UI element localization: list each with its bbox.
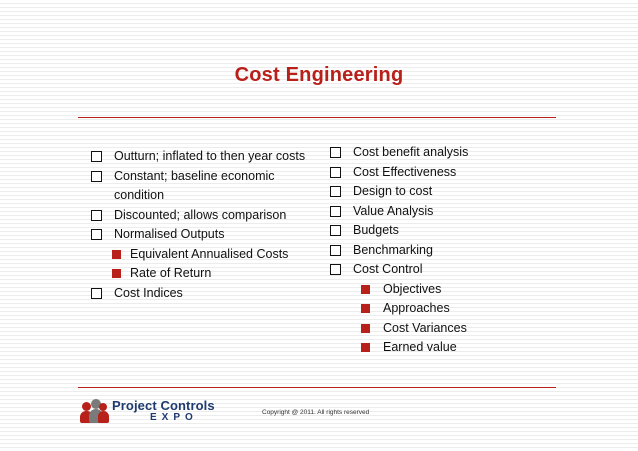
checkbox-bullet-icon bbox=[91, 287, 102, 299]
logo-subtitle: EXPO bbox=[150, 412, 198, 423]
sub-bullet-item: Equivalent Annualised Costs bbox=[90, 245, 322, 265]
checkbox-bullet-icon bbox=[330, 147, 341, 158]
bullet-text: Discounted; allows comparison bbox=[114, 207, 287, 222]
logo-person-icon bbox=[82, 402, 91, 411]
sub-bullet-item: Earned value bbox=[329, 338, 569, 358]
bullet-text: Constant; baseline economic condition bbox=[114, 168, 275, 203]
right-bullet-list: Cost benefit analysis Cost Effectiveness D… bbox=[329, 143, 569, 358]
slide-title: Cost Engineering bbox=[234, 64, 404, 86]
bullet-text: Budgets bbox=[353, 223, 399, 237]
square-bullet-icon bbox=[112, 249, 121, 259]
logo-person-body bbox=[98, 411, 109, 423]
bullet-text: Cost Indices bbox=[114, 285, 183, 300]
checkbox-bullet-icon bbox=[330, 225, 341, 236]
sub-bullet-item: Approaches bbox=[329, 299, 569, 319]
checkbox-bullet-icon bbox=[330, 186, 341, 197]
bullet-item: Benchmarking bbox=[329, 241, 569, 261]
bullet-item: Value Analysis bbox=[329, 202, 569, 222]
bullet-item: Normalised Outputs bbox=[90, 225, 322, 245]
sub-bullet-text: Objectives bbox=[383, 281, 442, 296]
checkbox-bullet-icon bbox=[330, 166, 341, 178]
bullet-item: Cost Effectiveness bbox=[329, 163, 569, 183]
square-bullet-icon bbox=[361, 343, 370, 352]
checkbox-bullet-icon bbox=[91, 170, 102, 182]
bullet-item: Cost Control bbox=[329, 260, 569, 280]
checkbox-bullet-icon bbox=[330, 264, 341, 275]
square-bullet-icon bbox=[361, 304, 370, 313]
logo-person-icon bbox=[99, 403, 107, 411]
bullet-item: Cost benefit analysis bbox=[329, 143, 569, 163]
checkbox-bullet-icon bbox=[330, 205, 341, 217]
checkbox-bullet-icon bbox=[91, 209, 102, 221]
sub-bullet-text: Equivalent Annualised Costs bbox=[130, 246, 289, 261]
checkbox-bullet-icon bbox=[91, 151, 102, 162]
sub-bullet-text: Approaches bbox=[383, 301, 450, 315]
bullet-text: Design to cost bbox=[353, 184, 433, 198]
sub-bullet-item: Objectives bbox=[329, 280, 569, 300]
bullet-text: Cost Effectiveness bbox=[353, 164, 457, 179]
bullet-item: Budgets bbox=[329, 221, 569, 241]
sub-bullet-text: Cost Variances bbox=[383, 320, 467, 335]
square-bullet-icon bbox=[361, 284, 370, 294]
sub-bullet-text: Rate of Return bbox=[130, 266, 212, 280]
copyright-notice: Copyright @ 2011. All rights reserved bbox=[262, 409, 370, 416]
bullet-item: Design to cost bbox=[329, 182, 569, 202]
checkbox-bullet-icon bbox=[91, 229, 102, 240]
bullet-text: Outturn; inflated to then year costs bbox=[114, 149, 306, 163]
footer-divider bbox=[78, 387, 556, 388]
bullet-item: Cost Indices bbox=[90, 284, 322, 304]
bullet-item: Discounted; allows comparison bbox=[90, 206, 322, 226]
project-controls-expo-logo: Project Controls EXPO bbox=[80, 397, 220, 425]
bullet-text: Benchmarking bbox=[353, 242, 433, 257]
bullet-text: Value Analysis bbox=[353, 203, 434, 218]
logo-person-icon bbox=[91, 399, 101, 409]
square-bullet-icon bbox=[361, 323, 370, 333]
bullet-text: Cost benefit analysis bbox=[353, 145, 469, 159]
bullet-item: Outturn; inflated to then year costs bbox=[90, 147, 322, 167]
logo-name: Project Controls bbox=[112, 398, 215, 413]
checkbox-bullet-icon bbox=[330, 244, 341, 256]
square-bullet-icon bbox=[112, 269, 121, 278]
bullet-text: Normalised Outputs bbox=[114, 227, 225, 241]
sub-bullet-text: Earned value bbox=[383, 340, 457, 354]
left-bullet-list: Outturn; inflated to then year costs Cons… bbox=[90, 147, 322, 303]
title-divider bbox=[78, 117, 556, 118]
bullet-text: Cost Control bbox=[353, 262, 423, 276]
bullet-item: Constant; baseline economic condition bbox=[90, 167, 322, 206]
sub-bullet-item: Rate of Return bbox=[90, 264, 322, 284]
sub-bullet-item: Cost Variances bbox=[329, 319, 569, 339]
